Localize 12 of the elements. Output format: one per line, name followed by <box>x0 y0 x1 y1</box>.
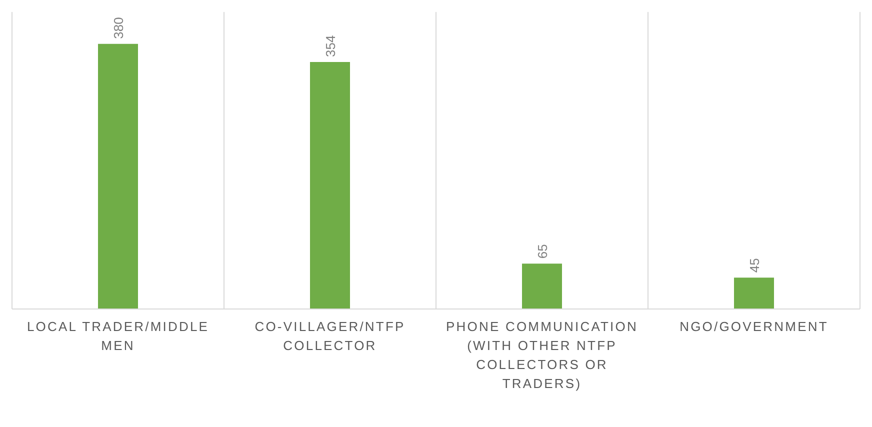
bar <box>310 62 350 309</box>
data-label: 354 <box>323 35 338 57</box>
data-label: 65 <box>535 244 550 259</box>
x-tick-label: CO-VILLAGER/NTFP COLLECTOR <box>254 319 406 353</box>
x-tick-label: NGO/GOVERNMENT <box>680 319 828 334</box>
data-label: 45 <box>747 258 762 273</box>
bar <box>522 264 562 309</box>
bar <box>98 44 138 309</box>
bar <box>734 278 774 309</box>
x-tick-label: PHONE COMMUNICATION (WITH OTHER NTFP COLLECTORS OR TRADERS) <box>446 319 638 391</box>
x-tick-label: LOCAL TRADER/MIDDLE MEN <box>26 319 210 353</box>
data-label: 380 <box>111 17 126 39</box>
